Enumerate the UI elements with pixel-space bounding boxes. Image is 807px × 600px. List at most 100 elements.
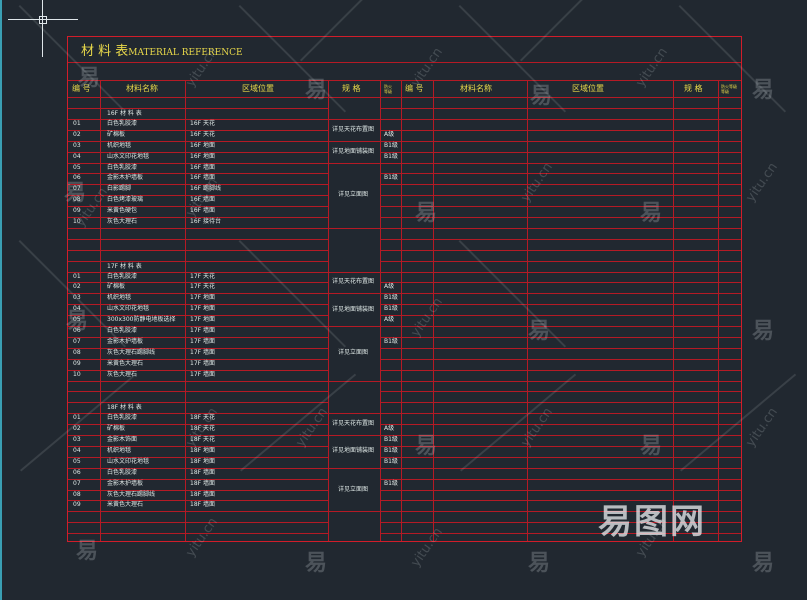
header-spec-right: 规 格 [684,84,703,93]
material-table-frame[interactable] [67,36,742,542]
material-name: 白色乳胶漆 [107,272,138,280]
row-number: 01 [73,119,81,127]
row-line-left [68,173,328,174]
row-number: 10 [73,370,81,378]
area-location: 16F 墙面 [190,207,215,215]
header-no-left: 编 号 [72,84,91,93]
row-number: 03 [73,436,81,443]
row-line-right [380,370,741,371]
material-name: 机织地毯 [107,446,132,454]
area-location: 17F 墙面 [190,337,215,345]
row-number: 06 [73,327,81,334]
row-line-left [68,479,328,480]
material-name: 机织地毯 [107,294,132,302]
row-line-left [68,348,328,349]
material-name: 白色烤漆玻璃 [107,196,144,204]
row-line-right [380,282,741,283]
material-name: 灰色大理石 [107,218,138,225]
row-line-left [68,141,328,142]
row-line-right [380,108,741,109]
crosshair-cursor-horizontal [8,19,78,20]
spec-elevation: 详见立面图 [338,349,369,357]
column-divider [380,80,381,541]
row-line-left [68,293,328,294]
material-name: 白色乳胶漆 [107,119,138,127]
watermark-char: 易 [640,201,663,226]
row-line-right [380,195,741,196]
fire-rating: A级 [384,283,395,291]
header-fire-right: 防火等级 等级 [721,84,737,94]
spec-merge-line [328,435,380,436]
row-number: 04 [73,152,81,160]
material-name: 矿棉板 [107,130,126,138]
row-line-right [380,206,741,207]
row-line-left [68,250,328,251]
header-top-line [68,80,741,81]
row-line-right [380,130,741,131]
row-line-right [380,446,741,447]
watermark-char: 易 [415,201,438,226]
fire-rating: A级 [384,425,395,433]
material-name: 灰色大理石踢脚线 [107,348,156,356]
watermark-char: 易 [752,78,775,103]
row-number: 09 [73,207,81,215]
section-heading: 17F 材 料 表 [107,262,142,270]
row-line-left [68,381,328,382]
row-line-left [68,152,328,153]
row-number: 07 [73,337,81,345]
spec-merge-line [328,413,380,414]
row-line-right [380,500,741,501]
crosshair-pickbox [39,16,47,24]
area-location: 18F 墙面 [190,501,215,509]
spec-ceiling: 详见天花布置图 [332,125,375,133]
row-line-left [68,206,328,207]
row-line-right [380,359,741,360]
row-line-left [68,435,328,436]
row-line-left [68,522,328,523]
fire-rating: B1级 [384,446,398,454]
header-bottom-line [68,97,741,98]
row-line-left [68,413,328,414]
area-location: 18F 天花 [190,425,215,433]
row-number: 02 [73,130,81,138]
row-line-right [380,490,741,491]
row-number: 01 [73,272,81,280]
area-location: 18F 地面 [190,457,215,465]
watermark-char: 易 [305,78,328,103]
header-area-left: 区域位置 [242,84,274,93]
spec-merge-line [328,228,380,229]
spec-merge-line [328,272,380,273]
area-location: 16F 天花 [190,130,215,138]
row-number: 08 [73,490,81,498]
area-location: 17F 地面 [190,305,215,313]
fire-rating: B1级 [384,305,398,313]
area-location: 16F 接待台 [190,218,221,225]
row-line-right [380,457,741,458]
material-name: 白色乳胶漆 [107,327,138,334]
header-name-left: 材料名称 [126,84,158,93]
row-line-right [380,293,741,294]
row-line-left [68,500,328,501]
spec-floor: 详见地面铺装图 [332,447,375,455]
fire-rating: B1级 [384,152,398,160]
row-line-right [380,184,741,185]
title-divider [68,62,741,63]
watermark-url: yitu.cn [743,160,781,205]
area-location: 18F 地面 [190,446,215,454]
row-number: 03 [73,294,81,302]
spec-merge-line [328,381,380,382]
spec-floor: 详见地面铺装图 [332,305,375,313]
row-number: 07 [73,185,81,193]
row-line-left [68,184,328,185]
row-line-right [380,228,741,229]
row-line-left [68,282,328,283]
area-location: 17F 天花 [190,272,215,280]
row-number: 02 [73,283,81,291]
header-spec-left: 规 格 [342,84,361,93]
row-line-right [380,163,741,164]
area-location: 16F 地面 [190,152,215,160]
row-number: 09 [73,359,81,367]
row-line-right [380,173,741,174]
area-location: 17F 地面 [190,294,215,302]
